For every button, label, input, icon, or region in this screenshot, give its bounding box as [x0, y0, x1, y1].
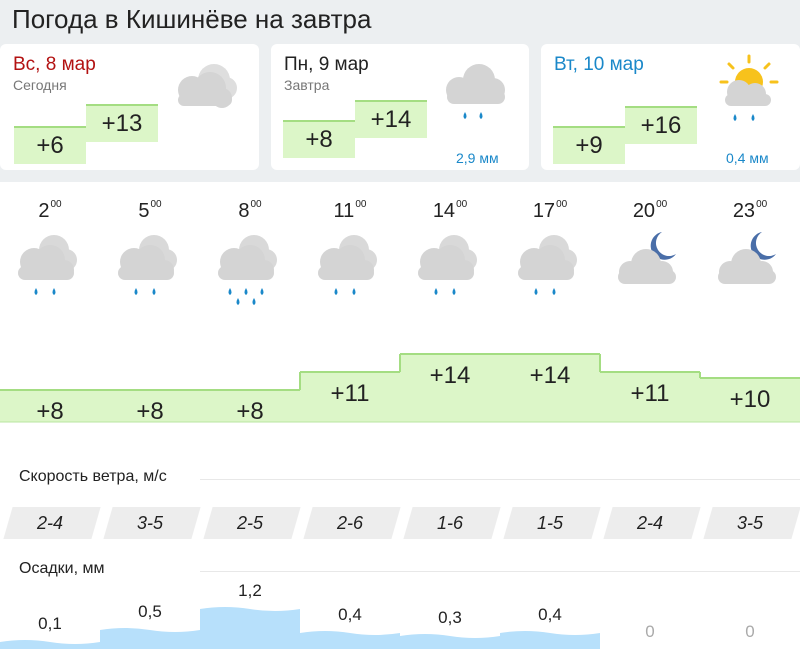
precip-bar — [300, 631, 400, 649]
hour-value: 8 — [238, 200, 250, 222]
hour-value: 14 — [432, 200, 456, 222]
hour-minutes: 00 — [250, 199, 262, 211]
temp-bar — [100, 390, 200, 422]
precip-bar — [500, 631, 600, 649]
wind-section-title: Скорость ветра, м/с — [19, 468, 167, 485]
day-label: Сегодня — [13, 77, 67, 93]
day-card-today[interactable]: Вс, 8 мар Сегодня +6 +13 — [0, 44, 259, 170]
hour-label: 2300 — [700, 199, 800, 223]
day-card-tomorrow[interactable]: Пн, 9 мар Завтра +8 +14 2,9 мм — [271, 44, 529, 170]
hour-minutes: 00 — [756, 199, 768, 211]
hour-temp: +8 — [36, 398, 64, 425]
temp-min: +8 — [283, 120, 355, 158]
temp-min: +6 — [14, 126, 86, 164]
hour-temp: +10 — [729, 386, 771, 413]
precip-value: 0,4 — [538, 605, 562, 624]
hour-minutes: 00 — [456, 199, 468, 211]
precip-value: 0 — [645, 622, 655, 641]
hour-value: 17 — [532, 200, 556, 222]
day-name: Пн, 9 мар — [284, 54, 369, 75]
temp-max: +13 — [86, 104, 158, 142]
wind-value: 3-5 — [136, 513, 163, 533]
temp-max: +14 — [355, 100, 427, 138]
wind-value: 1-5 — [536, 513, 563, 533]
temp-bar — [600, 372, 700, 422]
hour-label: 1100 — [300, 199, 400, 223]
temp-bar — [0, 390, 100, 422]
wind-value: 2-5 — [236, 513, 263, 533]
hour-minutes: 00 — [355, 199, 367, 211]
hour-label: 2000 — [600, 199, 700, 223]
sun-cloud-rain-icon — [719, 54, 779, 121]
hour-temp: +14 — [429, 362, 471, 389]
moon-cloud-icon — [618, 232, 676, 284]
precip-bar — [400, 634, 500, 649]
cloud-rain-icon — [18, 235, 77, 295]
hour-value: 20 — [632, 200, 656, 222]
temp-bar — [700, 378, 800, 422]
cloud-rain-icon — [118, 235, 177, 295]
temp-bar — [300, 372, 400, 422]
cloud-rain-icon — [318, 235, 377, 295]
precip-bar — [200, 607, 300, 649]
hour-value: 11 — [333, 200, 355, 222]
hour-temp: +8 — [136, 398, 164, 425]
cloudy-icon — [178, 64, 237, 108]
temp-min: +9 — [553, 126, 625, 164]
day-label: Завтра — [284, 77, 330, 93]
cloud-rain-icon — [418, 235, 477, 295]
hour-label: 800 — [200, 199, 300, 223]
temp-bar — [200, 390, 300, 422]
precip-section-title: Осадки, мм — [19, 560, 105, 577]
temp-bar — [500, 354, 600, 422]
precip-value: 1,2 — [238, 581, 262, 600]
precip-value: 0,1 — [38, 614, 62, 633]
precip-value: 0,5 — [138, 602, 162, 621]
wind-value: 2-4 — [636, 513, 663, 533]
hour-value: 23 — [732, 200, 756, 222]
wind-value: 1-6 — [436, 513, 463, 533]
hour-temp: +11 — [630, 380, 670, 407]
hour-temp: +8 — [236, 398, 264, 425]
hour-label: 1400 — [400, 199, 500, 223]
hour-label: 1700 — [500, 199, 600, 223]
hourly-forecast: 200 500 800 1100 1400 1700 2000 2300 +8 +8 +8 +11 +… — [0, 182, 800, 649]
hour-minutes: 00 — [150, 199, 162, 211]
temp-max: +16 — [625, 106, 697, 144]
cloud-heavy-rain-icon — [218, 235, 277, 305]
day-name: Вс, 8 мар — [13, 54, 96, 75]
cloud-rain-icon — [518, 235, 577, 295]
day-name: Вт, 10 мар — [554, 54, 644, 75]
hour-value: 2 — [38, 200, 50, 222]
hour-temp: +14 — [529, 362, 571, 389]
wind-value: 3-5 — [736, 513, 763, 533]
hour-minutes: 00 — [50, 199, 62, 211]
cloud-rain-icon — [446, 64, 505, 119]
precip-amount: 2,9 мм — [456, 150, 499, 166]
precip-bar — [100, 628, 200, 649]
day-card-after-tomorrow[interactable]: Вт, 10 мар +9 +16 0,4 мм — [541, 44, 800, 170]
precip-value: 0,4 — [338, 605, 362, 624]
hour-value: 5 — [138, 200, 150, 222]
temp-band — [0, 353, 800, 423]
precip-chart — [0, 607, 600, 649]
temp-bar — [400, 354, 500, 422]
hour-temp: +11 — [330, 380, 370, 407]
hour-label: 200 — [0, 199, 100, 223]
moon-cloud-icon — [718, 232, 776, 284]
hour-minutes: 00 — [556, 199, 568, 211]
precip-value: 0 — [745, 622, 755, 641]
hour-label: 500 — [100, 199, 200, 223]
hour-minutes: 00 — [656, 199, 668, 211]
page-title: Погода в Кишинёве на завтра — [12, 4, 372, 34]
wind-value: 2-6 — [336, 513, 363, 533]
precip-value: 0,3 — [438, 608, 462, 627]
precip-bar — [0, 640, 100, 649]
precip-amount: 0,4 мм — [726, 150, 769, 166]
wind-value: 2-4 — [36, 513, 63, 533]
